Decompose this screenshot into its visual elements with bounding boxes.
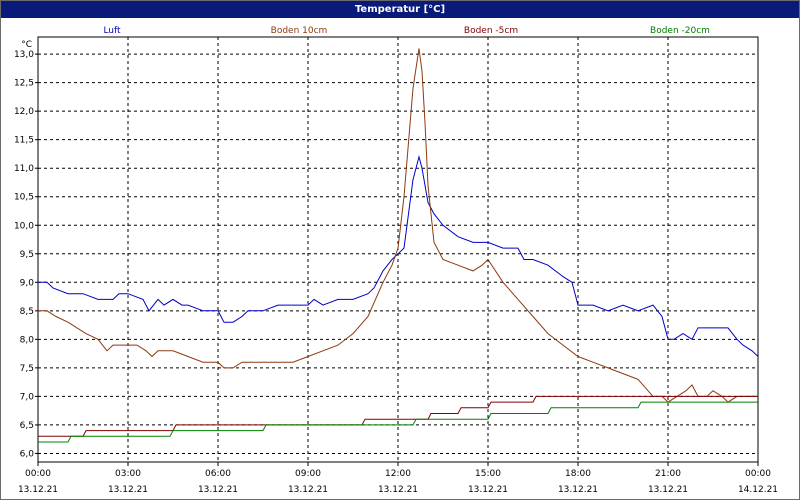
series-line-boden-10cm xyxy=(38,48,758,403)
x-tick-date: 13.12.21 xyxy=(288,485,328,495)
x-tick-time: 15:00 xyxy=(475,469,501,479)
y-tick-label: 10,5 xyxy=(14,193,34,203)
series-line-luft xyxy=(38,154,759,357)
y-tick-label: 8,0 xyxy=(20,335,35,345)
y-tick-label: 6,0 xyxy=(20,449,35,459)
y-tick-label: 12,0 xyxy=(14,107,34,117)
x-tick-time: 12:00 xyxy=(385,469,411,479)
x-tick-time: 00:00 xyxy=(745,469,771,479)
y-axis-unit: °C xyxy=(21,40,32,50)
y-tick-label: 10,0 xyxy=(14,221,34,231)
x-tick-date: 13.12.21 xyxy=(108,485,148,495)
x-tick-time: 21:00 xyxy=(655,469,681,479)
x-tick-time: 03:00 xyxy=(115,469,141,479)
x-tick-date: 13.12.21 xyxy=(558,485,598,495)
x-tick-time: 00:00 xyxy=(25,469,51,479)
x-tick-date: 13.12.21 xyxy=(648,485,688,495)
y-tick-label: 9,0 xyxy=(20,278,35,288)
y-tick-label: 6,5 xyxy=(20,421,34,431)
x-tick-date: 13.12.21 xyxy=(468,485,508,495)
y-tick-label: 13,0 xyxy=(14,50,34,60)
legend-entry-boden-5cm: Boden -5cm xyxy=(464,26,518,36)
x-tick-time: 06:00 xyxy=(205,469,231,479)
x-tick-time: 09:00 xyxy=(295,469,321,479)
y-tick-label: 11,0 xyxy=(14,164,34,174)
chart-title: Temperatur [°C] xyxy=(1,1,799,18)
x-tick-date: 13.12.21 xyxy=(198,485,238,495)
legend: Luft Boden 10cm Boden -5cm Boden -20cm xyxy=(103,26,710,36)
x-tick-date: 13.12.21 xyxy=(18,485,58,495)
series-line-boden-20cm xyxy=(38,401,758,443)
y-tick-label: 11,5 xyxy=(14,136,34,146)
y-tick-label: 12,5 xyxy=(14,79,34,89)
y-tick-label: 8,5 xyxy=(20,307,34,317)
legend-entry-boden-20cm: Boden -20cm xyxy=(650,26,710,36)
plot-frame xyxy=(37,36,759,463)
legend-entry-luft: Luft xyxy=(103,26,121,36)
axes xyxy=(35,36,759,466)
y-tick-label: 7,5 xyxy=(20,364,34,374)
y-tick-label: 7,0 xyxy=(20,392,35,402)
x-tick-date: 13.12.21 xyxy=(378,485,418,495)
legend-entry-boden-10cm: Boden 10cm xyxy=(271,26,328,36)
x-tick-date: 14.12.21 xyxy=(738,485,778,495)
x-tick-time: 18:00 xyxy=(565,469,591,479)
y-tick-label: 9,5 xyxy=(20,250,34,260)
tick-labels: 6,0 6,5 7,0 7,5 8,0 8,5 9,0 9,5 10,0 10,5 11,0 11,5… xyxy=(14,40,778,495)
series-lines xyxy=(38,48,759,443)
